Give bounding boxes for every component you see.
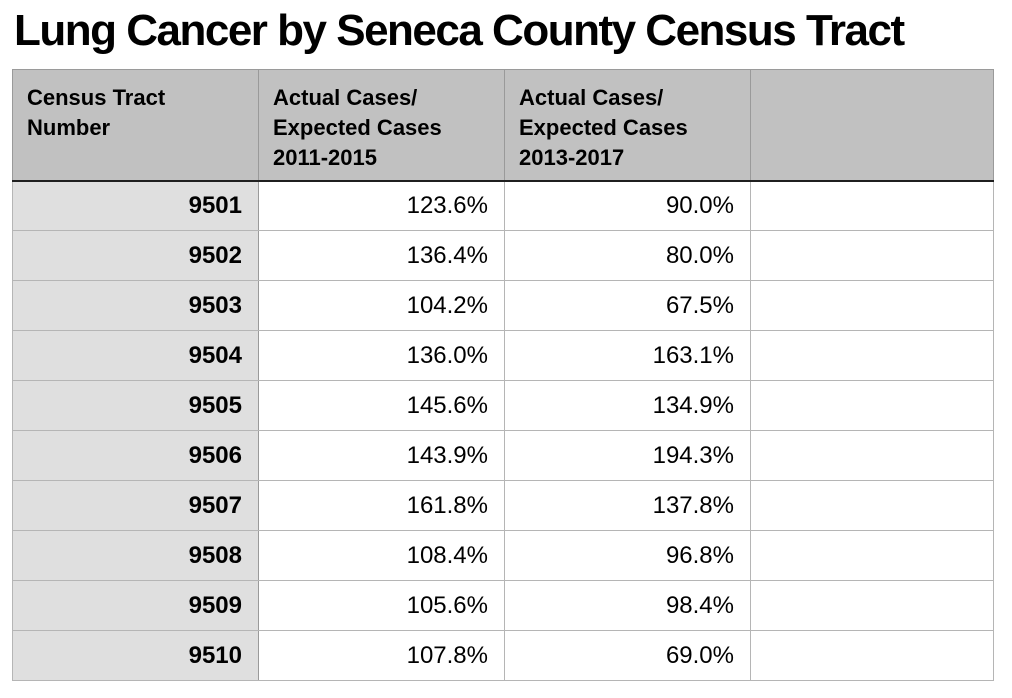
table-row: 9502 136.4% 80.0% — [12, 230, 994, 281]
ratio-2013-2017-cell: 194.3% — [504, 430, 751, 481]
column-header-cases-2011-2015: Actual Cases/ Expected Cases 2011-2015 — [258, 69, 505, 182]
table-row: 9504 136.0% 163.1% — [12, 330, 994, 381]
ratio-2011-2015-cell: 161.8% — [258, 480, 505, 531]
ratio-2011-2015-cell: 136.0% — [258, 330, 505, 381]
table-row: 9508 108.4% 96.8% — [12, 530, 994, 581]
ratio-2013-2017-cell: 137.8% — [504, 480, 751, 531]
ratio-2013-2017-cell: 80.0% — [504, 230, 751, 281]
tract-number-cell: 9509 — [12, 580, 259, 631]
ratio-2013-2017-cell: 69.0% — [504, 630, 751, 681]
tract-number-cell: 9501 — [12, 180, 259, 231]
ratio-2013-2017-cell: 98.4% — [504, 580, 751, 631]
tract-number-cell: 9503 — [12, 280, 259, 331]
ratio-2013-2017-cell: 134.9% — [504, 380, 751, 431]
table-row: 9503 104.2% 67.5% — [12, 280, 994, 331]
empty-cell — [750, 380, 994, 431]
empty-cell — [750, 330, 994, 381]
tract-number-cell: 9510 — [12, 630, 259, 681]
ratio-2013-2017-cell: 90.0% — [504, 180, 751, 231]
tract-number-cell: 9505 — [12, 380, 259, 431]
empty-cell — [750, 480, 994, 531]
empty-cell — [750, 630, 994, 681]
empty-cell — [750, 180, 994, 231]
ratio-2011-2015-cell: 143.9% — [258, 430, 505, 481]
ratio-2011-2015-cell: 107.8% — [258, 630, 505, 681]
table-row: 9510 107.8% 69.0% — [12, 630, 994, 681]
header-row: Census Tract Number Actual Cases/ Expect… — [12, 69, 994, 182]
tract-number-cell: 9508 — [12, 530, 259, 581]
table-row: 9509 105.6% 98.4% — [12, 580, 994, 631]
tract-number-cell: 9502 — [12, 230, 259, 281]
ratio-2011-2015-cell: 104.2% — [258, 280, 505, 331]
ratio-2011-2015-cell: 145.6% — [258, 380, 505, 431]
column-header-empty — [750, 69, 994, 182]
ratio-2011-2015-cell: 108.4% — [258, 530, 505, 581]
table-row: 9506 143.9% 194.3% — [12, 430, 994, 481]
empty-cell — [750, 230, 994, 281]
empty-cell — [750, 280, 994, 331]
ratio-2013-2017-cell: 163.1% — [504, 330, 751, 381]
column-header-census-tract-number: Census Tract Number — [12, 69, 259, 182]
tract-number-cell: 9504 — [12, 330, 259, 381]
empty-cell — [750, 430, 994, 481]
ratio-2013-2017-cell: 67.5% — [504, 280, 751, 331]
ratio-2011-2015-cell: 136.4% — [258, 230, 505, 281]
ratio-2013-2017-cell: 96.8% — [504, 530, 751, 581]
ratio-2011-2015-cell: 123.6% — [258, 180, 505, 231]
page-title: Lung Cancer by Seneca County Census Trac… — [14, 6, 905, 55]
ratio-2011-2015-cell: 105.6% — [258, 580, 505, 631]
empty-cell — [750, 580, 994, 631]
census-tract-table: Census Tract Number Actual Cases/ Expect… — [12, 69, 994, 681]
table-row: 9501 123.6% 90.0% — [12, 180, 994, 231]
column-header-cases-2013-2017: Actual Cases/ Expected Cases 2013-2017 — [504, 69, 751, 182]
table-row: 9507 161.8% 137.8% — [12, 480, 994, 531]
tract-number-cell: 9506 — [12, 430, 259, 481]
table-row: 9505 145.6% 134.9% — [12, 380, 994, 431]
tract-number-cell: 9507 — [12, 480, 259, 531]
empty-cell — [750, 530, 994, 581]
